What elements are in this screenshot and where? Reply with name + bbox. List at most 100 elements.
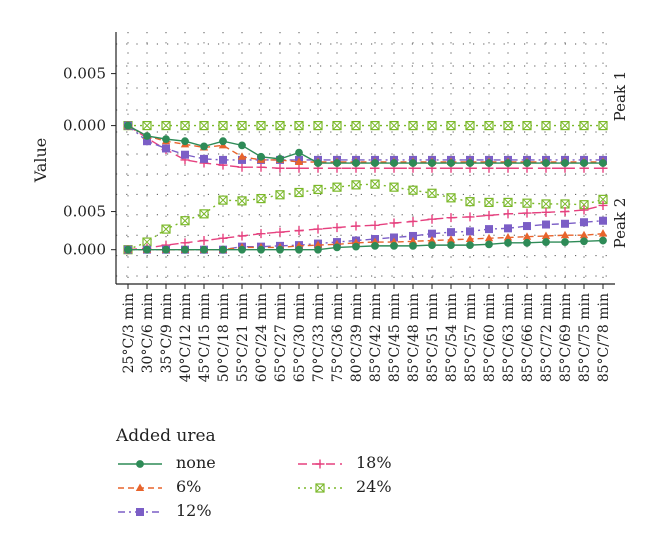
data-point	[181, 245, 189, 254]
x-tick-label: 85°C/63 min	[501, 293, 517, 382]
data-point	[162, 245, 170, 254]
legend-item-6pct: 6%	[116, 476, 201, 498]
x-tick-label: 85°C/51 min	[425, 293, 441, 382]
line-chart: 0.000 0.005 0.000 0.005 25°C/3 min 30°C/6 min…	[31, 32, 629, 382]
x-tick-label: 65°C/27 min	[273, 293, 289, 382]
data-point	[294, 187, 304, 198]
data-point	[200, 142, 208, 151]
data-point	[181, 137, 189, 146]
x-tick-label: 85°C/78 min	[596, 293, 612, 382]
series-layer	[123, 120, 608, 255]
data-point	[427, 214, 437, 224]
data-point	[484, 120, 494, 131]
data-point	[485, 159, 493, 167]
data-point	[541, 231, 551, 239]
data-point	[332, 120, 342, 131]
legend-swatch	[298, 482, 342, 493]
data-point	[124, 121, 132, 130]
data-point	[427, 188, 437, 198]
data-point	[465, 212, 475, 222]
data-point	[579, 230, 589, 239]
data-point	[389, 182, 399, 192]
data-point	[237, 196, 247, 206]
data-point	[351, 120, 361, 131]
data-point	[256, 162, 266, 172]
data-point	[238, 155, 246, 164]
x-tick-label: 85°C/54 min	[444, 293, 460, 382]
data-point	[136, 507, 144, 516]
axes: 0.000 0.005 0.000 0.005 25°C/3 min 30°C/6 min…	[63, 32, 615, 382]
data-point	[136, 459, 144, 468]
data-point	[541, 199, 551, 209]
legend-item-none: none	[116, 452, 216, 474]
data-point	[466, 159, 474, 167]
data-point	[560, 120, 570, 131]
data-point	[370, 220, 380, 230]
x-tick-label: 70°C/33 min	[311, 293, 327, 382]
data-point	[332, 223, 342, 233]
data-point	[560, 199, 570, 209]
panel-label-peak-2: Peak 2	[611, 198, 629, 249]
data-point	[218, 120, 228, 131]
data-point	[313, 120, 323, 131]
data-point	[389, 120, 399, 131]
x-tick-label: 60°C/24 min	[254, 293, 270, 382]
data-point	[541, 207, 551, 217]
data-point	[408, 185, 418, 195]
data-point	[370, 179, 380, 189]
data-point	[200, 245, 208, 254]
data-point	[135, 483, 145, 491]
data-point	[351, 221, 361, 231]
legend-label: 12%	[176, 501, 212, 520]
data-point	[447, 228, 455, 237]
data-point	[599, 236, 607, 245]
data-point	[180, 120, 190, 131]
data-point	[484, 233, 494, 242]
data-point	[598, 120, 608, 131]
data-point	[542, 220, 550, 229]
legend-swatch	[118, 507, 162, 516]
x-tick-label: 45°C/15 min	[197, 293, 213, 382]
data-point	[238, 141, 246, 150]
data-point	[199, 120, 209, 131]
data-point	[465, 234, 475, 243]
x-tick-label: 40°C/12 min	[178, 293, 194, 382]
x-tick-label: 35°C/9 min	[159, 293, 175, 373]
data-point	[447, 241, 455, 250]
data-point	[295, 148, 303, 157]
data-point	[446, 235, 456, 243]
data-point	[199, 236, 209, 246]
data-point	[485, 225, 493, 234]
data-point	[390, 159, 398, 167]
data-point	[238, 245, 246, 254]
data-point	[560, 230, 570, 239]
data-point	[580, 159, 588, 167]
data-point	[314, 159, 322, 167]
data-point	[237, 152, 247, 160]
y-tick-label: 0.005	[63, 65, 106, 83]
data-point	[523, 222, 531, 231]
x-tick-label: 85°C/57 min	[463, 293, 479, 382]
data-point	[219, 137, 227, 146]
data-point	[446, 193, 456, 203]
data-point	[503, 120, 513, 131]
legend-swatch	[298, 459, 342, 468]
x-tick-label: 30°C/6 min	[140, 293, 156, 373]
data-point	[143, 137, 151, 146]
data-point	[465, 197, 475, 207]
data-point	[333, 243, 341, 252]
data-point	[352, 242, 360, 251]
series-18pct-peak-2	[123, 200, 608, 255]
data-point	[522, 120, 532, 131]
data-point	[504, 224, 512, 233]
data-point	[315, 482, 325, 493]
data-point	[408, 236, 418, 245]
series-none-peak-2	[124, 236, 607, 254]
legend-label: 24%	[356, 477, 392, 496]
data-point	[371, 241, 379, 250]
legend-item-12pct: 12%	[116, 500, 212, 522]
data-point	[256, 120, 266, 131]
data-point	[541, 120, 551, 131]
data-point	[408, 216, 418, 226]
data-point	[542, 238, 550, 246]
